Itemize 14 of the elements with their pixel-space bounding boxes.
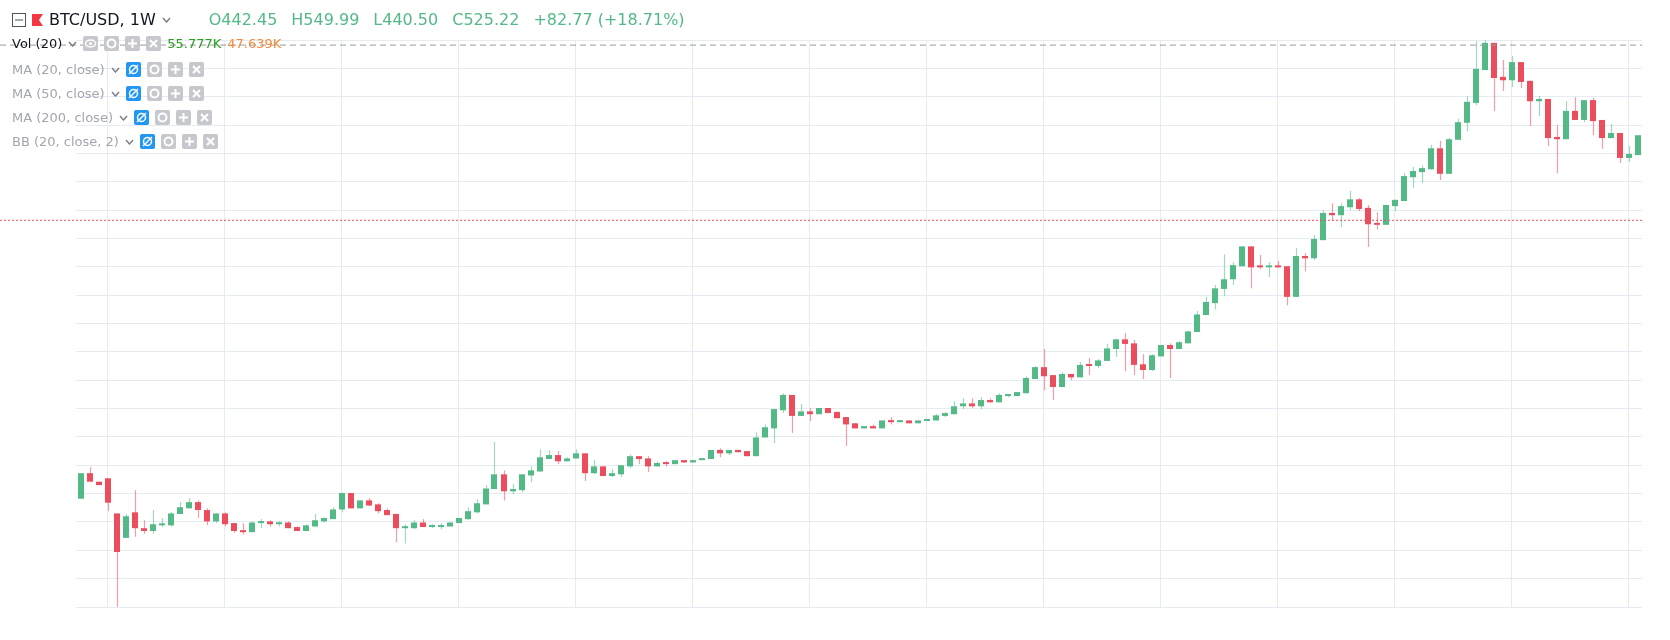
candlestick: [1383, 204, 1389, 226]
text: L440.50: [373, 10, 439, 29]
text: Vol (20): [12, 36, 63, 51]
text: H549.99: [291, 10, 360, 29]
text: C525.22: [452, 10, 520, 29]
annotation: 47.639K: [227, 36, 282, 51]
chart-title: BTC/USD, 1W: [49, 10, 156, 29]
annotation: BB (20, close, 2): [12, 134, 119, 149]
annotation: MA (200, close): [12, 110, 113, 125]
annotation: 55.777K: [167, 36, 222, 51]
text: O442.45: [208, 10, 278, 29]
annotation: MA (50, close): [12, 86, 105, 101]
text: +82.77 (+18.71%): [533, 10, 685, 29]
annotation: MA (20, close): [12, 62, 105, 77]
